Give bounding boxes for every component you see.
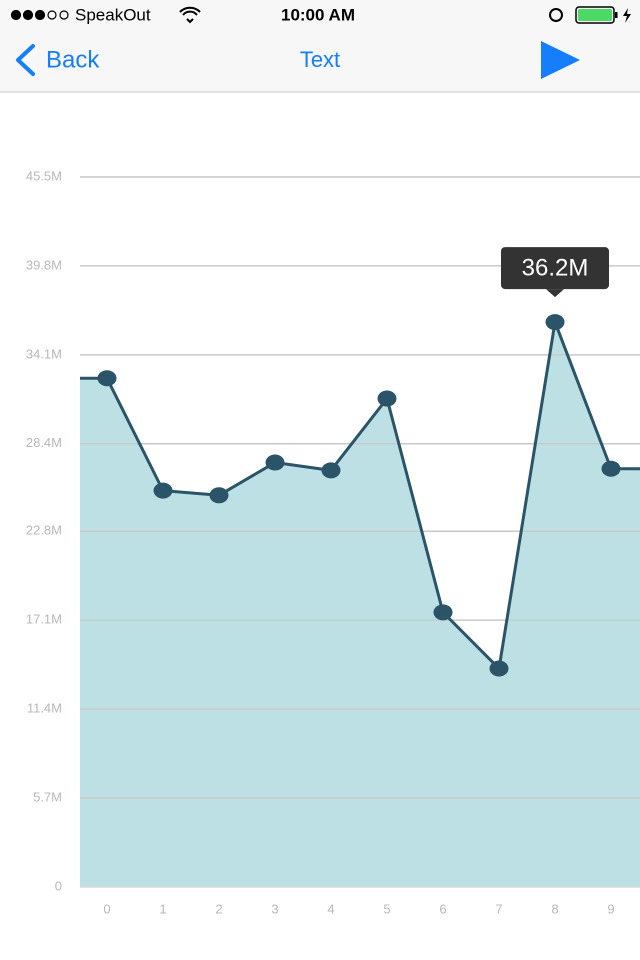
tooltip [501, 247, 609, 290]
y-tick-label: 5.7M [33, 789, 62, 804]
x-tick-label: 5 [383, 901, 390, 916]
x-tick-label: 1 [159, 901, 166, 916]
nav-background [0, 0, 640, 92]
point [265, 454, 285, 471]
point [321, 462, 341, 479]
y-tick-label: 17.1M [26, 612, 62, 627]
x-tick-label: 9 [607, 901, 614, 916]
x-tick-label: 2 [215, 901, 222, 916]
play-button[interactable] [541, 41, 580, 79]
chrome: SpeakOut 10:00 AM Back Text [0, 0, 640, 93]
point [601, 460, 621, 477]
back-label[interactable]: Back [46, 46, 100, 73]
point [545, 314, 565, 331]
point [489, 660, 509, 677]
y-tick-label: 28.4M [26, 435, 62, 450]
y-tick-label: 22.8M [26, 523, 62, 538]
wifi-icon [179, 6, 201, 24]
battery-icon [575, 6, 631, 24]
carrier: SpeakOut [75, 5, 151, 24]
x-tick-label: 8 [551, 901, 558, 916]
x-tick-label: 4 [327, 901, 334, 916]
back-button[interactable]: Back [16, 44, 100, 76]
point [433, 604, 453, 621]
y-tick-label: 39.8M [26, 257, 62, 272]
nav-title: Text [300, 47, 340, 72]
clock: 10:00 AM [281, 5, 355, 24]
y-tick-label: 45.5M [26, 168, 62, 183]
x-tick-label: 0 [103, 901, 110, 916]
data-label: 36.2M [522, 254, 589, 281]
point [377, 390, 397, 407]
tooltip-arrow [546, 289, 564, 298]
signal-icon [10, 9, 69, 21]
chart: 0 5.7M 11.4M 17.1M 22.8M 28.4M 34.1M 39.8M 45.5M… [26, 79, 640, 916]
x-tick-label: 3 [271, 901, 278, 916]
y-tick-label: 11.4M [27, 701, 62, 716]
y-tick-label: 0 [55, 878, 62, 893]
x-tick-label: 7 [495, 901, 502, 916]
point [153, 482, 173, 499]
area [80, 322, 640, 887]
point [97, 370, 117, 387]
x-tick-label: 6 [439, 901, 446, 916]
alarm-icon [549, 8, 563, 22]
y-tick-label: 34.1M [26, 346, 62, 361]
point [209, 487, 229, 504]
line [105, 320, 613, 671]
